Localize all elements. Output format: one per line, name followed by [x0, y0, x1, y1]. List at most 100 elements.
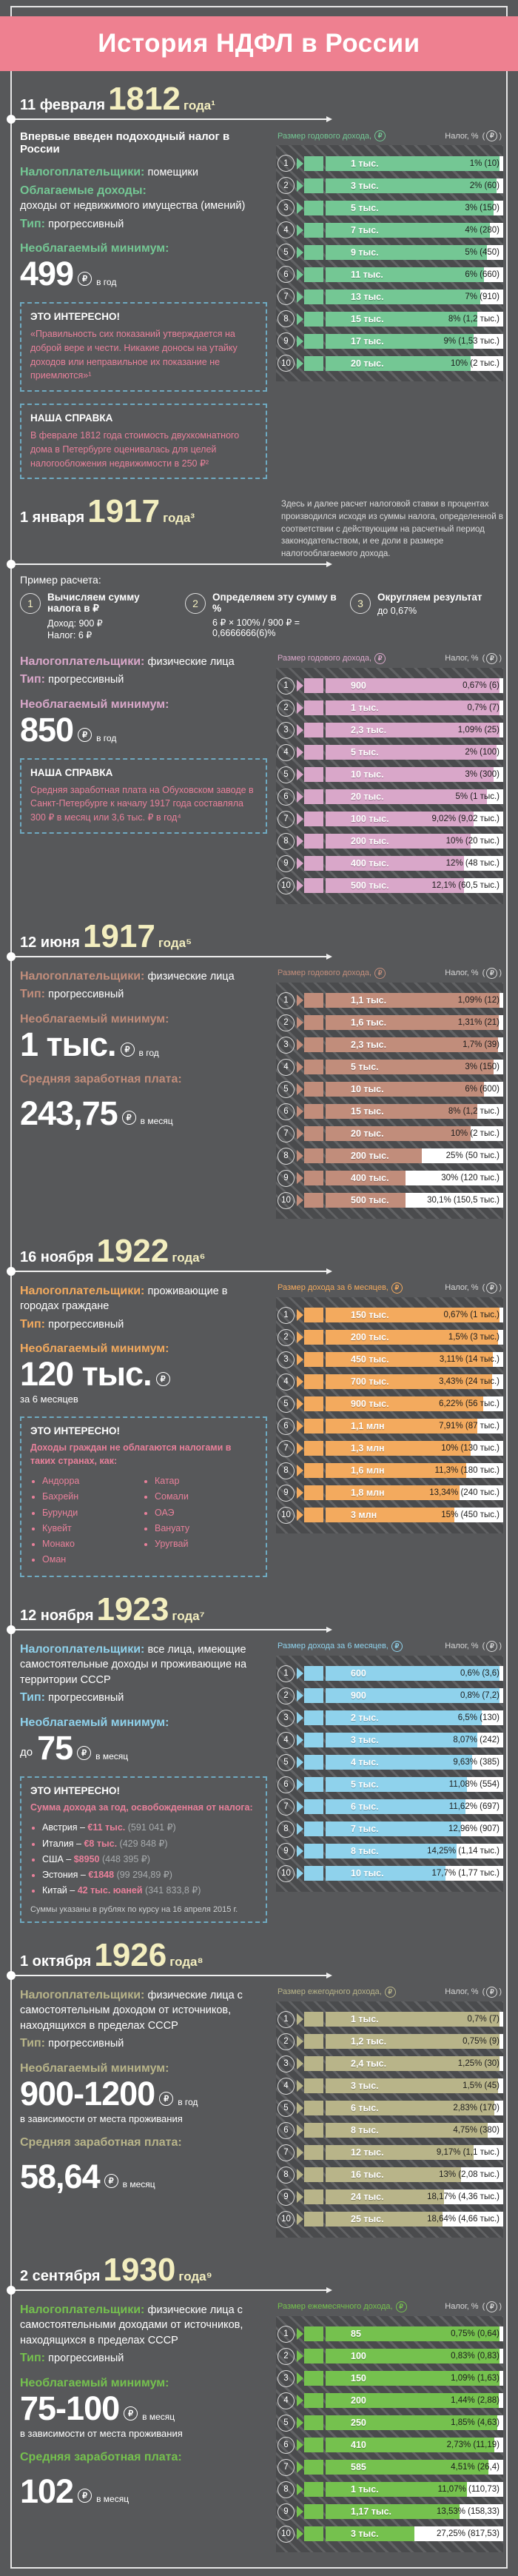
ribbon-decoration	[304, 2504, 323, 2520]
minimum-value: 499	[20, 255, 74, 293]
tax-amount: 9,17% (1,1 тыс.)	[436, 2148, 500, 2158]
ribbon-decoration	[304, 856, 323, 872]
salary-label: Средняя заработная плата:	[20, 2450, 182, 2463]
fact-list: Австрия – €11 тыс. (591 041 ₽)Италия – €…	[30, 1820, 257, 1898]
bracket-bar: 150 тыс. 0,67% (1 тыс.)	[326, 1308, 503, 1323]
tax-amount: 1,7% (39)	[462, 1040, 500, 1050]
ruble-icon: ₽	[384, 1986, 396, 1998]
chevron-icon	[297, 1845, 303, 1858]
bracket-bar: 1,3 млн 10% (130 тыс.)	[326, 1441, 503, 1456]
bracket-number: 1	[278, 991, 295, 1009]
ruble-icon: ₽	[374, 130, 386, 141]
bracket-number: 10	[278, 1191, 295, 1209]
bracket-number: 8	[278, 1462, 295, 1479]
reference-text: В феврале 1812 года стоимость двухкомнат…	[30, 430, 240, 469]
ribbon-decoration	[304, 2145, 323, 2161]
income-amount: 11 тыс.	[351, 269, 383, 280]
type-label: Тип:	[20, 2037, 45, 2050]
country-item: Оман	[42, 1552, 144, 1568]
ribbon-decoration	[304, 1508, 323, 1523]
ribbon-decoration	[304, 1082, 323, 1097]
step-title: Округляем результат	[377, 591, 482, 603]
ribbon-decoration	[304, 1148, 323, 1164]
income-amount: 3 тыс.	[351, 180, 379, 191]
tax-chart: Размер ежемесячного дохода, ₽ Налог, % (…	[276, 2300, 503, 2552]
step-content: Округляем результат до 0,67%	[377, 592, 482, 641]
salary-label: Средняя заработная плата:	[20, 1072, 182, 1085]
bracket-number: 4	[278, 1058, 295, 1076]
bracket-bar: 200 тыс. 25% (50 тыс.)	[326, 1148, 503, 1164]
tax-amount: 30% (120 тыс.)	[441, 1174, 500, 1183]
tax-bracket-row: 1 150 тыс. 0,67% (1 тыс.)	[278, 1306, 503, 1324]
country-name: США –	[42, 1853, 74, 1864]
ribbon-decoration	[304, 700, 323, 716]
ribbon-decoration	[304, 1755, 323, 1770]
ribbon-decoration	[304, 993, 323, 1008]
tax-amount: 5% (1 тыс.)	[455, 792, 500, 802]
bracket-number: 4	[278, 2077, 295, 2095]
tax-amount: 17,7% (1,77 тыс.)	[431, 1869, 500, 1879]
date-prefix: 1 января	[20, 509, 85, 526]
ruble-icon: ₽	[124, 2406, 138, 2421]
ribbon-decoration	[304, 1419, 323, 1434]
country-item: Бахрейн	[42, 1489, 144, 1505]
type-label: Тип:	[20, 2352, 45, 2365]
bracket-number: 3	[278, 721, 295, 739]
bracket-number: 6	[278, 2436, 295, 2454]
taxpayers-label: Налогоплательщики:	[20, 1988, 145, 2001]
bracket-number: 3	[278, 1709, 295, 1727]
chevron-icon	[297, 2213, 303, 2226]
chevron-icon	[297, 1734, 303, 1747]
bracket-bar: 3 тыс. 1,5% (45)	[326, 2078, 503, 2094]
type-field: Тип: прогрессивный	[20, 2035, 267, 2052]
taxpayers-value: физические лица	[147, 970, 235, 983]
taxpayers-label: Налогоплательщики:	[20, 1284, 145, 1297]
period-details: Налогоплательщики: проживающие в городах…	[20, 1281, 276, 1577]
ribbon-decoration	[304, 289, 323, 304]
tax-amount: 15% (450 тыс.)	[441, 1511, 500, 1520]
minimum-value-line: 900-1200 ₽ в год	[20, 2077, 267, 2110]
bracket-bar: 11 тыс. 6% (660)	[326, 267, 503, 282]
tax-amount: 8% (1,2 тыс.)	[448, 1107, 500, 1117]
ribbon-decoration	[304, 1060, 323, 1075]
tax-bracket-row: 5 900 тыс. 6,22% (56 тыс.)	[278, 1395, 503, 1413]
tax-amount: 1,85% (4,63)	[451, 2418, 500, 2428]
tax-amount: 13,34% (240 тыс.)	[429, 1488, 500, 1498]
salary-block: Средняя заработная плата: 243,75 ₽ в мес…	[20, 1073, 267, 1130]
income-amount: 1 тыс.	[351, 158, 379, 169]
chevron-icon	[297, 224, 303, 236]
bracket-bar: 150 1,09% (1,63)	[326, 2371, 503, 2386]
bracket-bar: 7 тыс. 4% (280)	[326, 222, 503, 238]
country-exemption-item: Италия – €8 тыс. (429 848 ₽)	[42, 1836, 257, 1852]
tax-share-overlay	[422, 1148, 503, 1164]
tax-amount: 30,1% (150,5 тыс.)	[427, 1196, 500, 1205]
tax-amount: 1% (10)	[469, 158, 500, 168]
period-details: Налогоплательщики: все лица, имеющие сам…	[20, 1639, 276, 1923]
chart-header: Размер ежегодного дохода, ₽ Налог, % (₽)	[278, 1986, 502, 1998]
income-amount: 250	[351, 2418, 366, 2429]
date-prefix: 16 ноября	[20, 1248, 94, 1265]
date-prefix: 11 февраля	[20, 97, 106, 113]
tax-share-overlay	[500, 723, 503, 738]
bracket-bar: 410 2,73% (11,19)	[326, 2438, 503, 2453]
chevron-icon	[297, 1442, 303, 1455]
ribbon-decoration	[304, 2189, 323, 2205]
tax-amount: 2,73% (11,19)	[446, 2440, 500, 2450]
tax-bracket-row: 4 5 тыс. 3% (150)	[278, 1058, 503, 1076]
bracket-bar: 12 тыс. 9,17% (1,1 тыс.)	[326, 2145, 503, 2161]
chevron-icon	[297, 1420, 303, 1433]
tax-amount: 12,1% (60,5 тыс.)	[431, 881, 500, 891]
country-exemption-item: Китай – 42 тыс. юаней (341 833,8 ₽)	[42, 1883, 257, 1898]
tax-share-overlay	[465, 1799, 503, 1815]
chevron-icon	[297, 702, 303, 715]
tax-chart: Размер годового дохода, ₽ Налог, % (₽) 1…	[276, 966, 503, 1219]
tax-amount: 3,43% (24 тыс.)	[439, 1377, 500, 1387]
tax-bracket-row: 2 1,2 тыс. 0,75% (9)	[278, 2033, 503, 2050]
tax-amount: 11,08% (554)	[448, 1780, 500, 1790]
date-prefix: 12 июня	[20, 934, 80, 951]
income-amount: 2,4 тыс.	[351, 2058, 387, 2070]
salary-unit: в месяц	[140, 1116, 173, 1127]
country-name: Австрия –	[42, 1822, 88, 1833]
calc-step: 2 Определяем эту сумму в % 6 ₽ × 100% / …	[185, 592, 338, 641]
period-section: 1 января1917 года³ Здесь и далее расчет н…	[0, 484, 518, 908]
